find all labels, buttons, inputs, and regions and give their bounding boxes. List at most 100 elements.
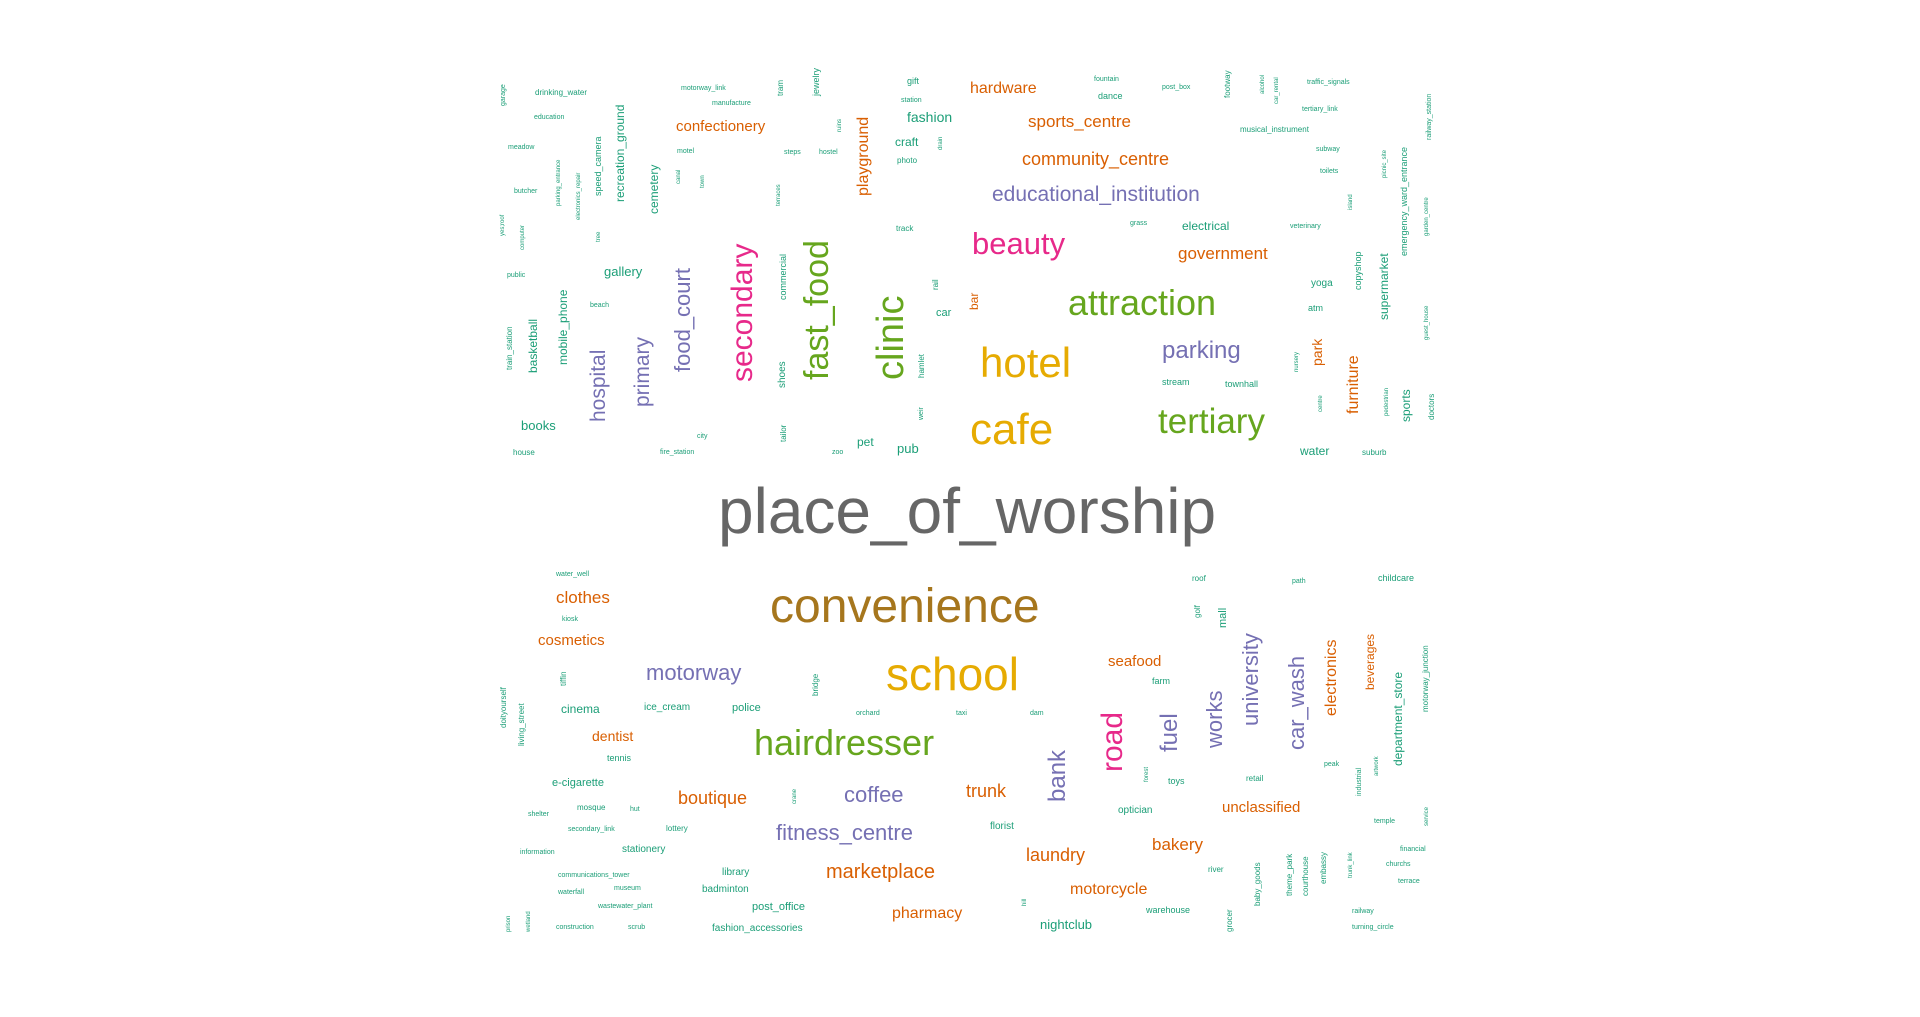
word: craft bbox=[895, 135, 919, 149]
word: attraction bbox=[1068, 282, 1217, 323]
word: government bbox=[1178, 244, 1268, 263]
word: track bbox=[896, 224, 914, 233]
word: tertiary_link bbox=[1302, 106, 1338, 113]
word: ice_cream bbox=[644, 702, 691, 713]
word: trunk bbox=[966, 781, 1007, 801]
word: educational_institution bbox=[992, 183, 1200, 206]
word: parking bbox=[1162, 337, 1241, 364]
word: courthouse bbox=[1301, 856, 1310, 896]
word: weir bbox=[918, 407, 925, 420]
word: clothes bbox=[556, 588, 610, 607]
word: tram bbox=[776, 80, 785, 96]
word: picnic_site bbox=[1382, 149, 1388, 178]
word: doctors bbox=[1427, 393, 1436, 420]
word: crane bbox=[792, 788, 798, 804]
word: theme_park bbox=[1285, 853, 1294, 896]
word: yoga bbox=[1311, 278, 1333, 289]
word: financial bbox=[1400, 846, 1426, 853]
word: steps bbox=[784, 149, 801, 156]
word: town bbox=[700, 175, 706, 188]
word: kiosk bbox=[562, 616, 578, 623]
word: house bbox=[513, 448, 535, 457]
word: train_station bbox=[505, 326, 514, 370]
word: butcher bbox=[514, 188, 538, 195]
word: suburb bbox=[1362, 448, 1387, 457]
word: shoes bbox=[777, 361, 788, 388]
word: motorway_junction bbox=[1421, 645, 1430, 712]
word: canal bbox=[676, 169, 682, 184]
word: living_street bbox=[517, 703, 526, 746]
word: mobile_phone bbox=[556, 289, 570, 365]
word: farm bbox=[1152, 676, 1170, 686]
word: electrical bbox=[1182, 219, 1230, 233]
word: construction bbox=[556, 924, 594, 931]
word: fitness_centre bbox=[776, 820, 913, 845]
word: tiffin bbox=[559, 671, 568, 686]
word: cafe bbox=[970, 405, 1054, 454]
word: boutique bbox=[678, 788, 748, 808]
word: fuel bbox=[1156, 713, 1183, 752]
word: ruins bbox=[837, 118, 843, 132]
word: police bbox=[732, 702, 761, 714]
word: information bbox=[520, 849, 555, 856]
word: orchard bbox=[856, 710, 880, 717]
word: bridge bbox=[811, 673, 820, 696]
word: terrace bbox=[1398, 878, 1420, 885]
word: books bbox=[521, 418, 556, 433]
word: education bbox=[534, 114, 565, 121]
word: drain bbox=[938, 136, 944, 150]
word: confectionery bbox=[676, 118, 766, 135]
word: toilets bbox=[1320, 168, 1339, 175]
word: retail bbox=[1246, 774, 1264, 783]
word: industrial bbox=[1356, 767, 1363, 796]
word: service bbox=[1424, 806, 1430, 826]
word: taxi bbox=[956, 710, 967, 717]
word: zoo bbox=[832, 449, 844, 456]
word: bar bbox=[967, 292, 981, 310]
word: commercial bbox=[778, 253, 788, 300]
word: pharmacy bbox=[892, 905, 963, 922]
word: car bbox=[936, 307, 952, 319]
word: garage bbox=[500, 84, 507, 106]
word: post_office bbox=[752, 901, 806, 913]
word: badminton bbox=[702, 884, 749, 895]
word: centre bbox=[1318, 395, 1324, 412]
word: veterinary bbox=[1290, 223, 1321, 230]
word: electronics bbox=[1323, 639, 1340, 716]
word: mall bbox=[1217, 607, 1229, 628]
word: sports bbox=[1399, 389, 1413, 422]
word: playground bbox=[855, 116, 872, 196]
word: meadow bbox=[508, 144, 535, 151]
word: garden_centre bbox=[1424, 197, 1430, 236]
word: unclassified bbox=[1222, 799, 1301, 816]
word: hairdresser bbox=[754, 722, 935, 763]
word: computer bbox=[520, 224, 526, 250]
word: hardware bbox=[970, 80, 1037, 97]
word: dance bbox=[1098, 91, 1123, 101]
word: coffee bbox=[844, 782, 904, 807]
word: prison bbox=[506, 915, 512, 932]
word: museum bbox=[614, 885, 641, 892]
word: shelter bbox=[528, 811, 550, 818]
word: wastewater_plant bbox=[598, 903, 653, 910]
word: townhall bbox=[1225, 379, 1259, 389]
word: waterfall bbox=[558, 889, 585, 896]
word: works bbox=[1202, 690, 1227, 748]
word: terraces bbox=[776, 184, 782, 206]
word: doityourself bbox=[499, 687, 508, 728]
word: car_rental bbox=[1274, 77, 1280, 104]
word: gallery bbox=[604, 264, 643, 279]
word: primary bbox=[631, 336, 654, 407]
word: pub bbox=[897, 441, 919, 456]
word: bakery bbox=[1152, 835, 1204, 854]
word: supermarket bbox=[1377, 253, 1391, 320]
word: cosmetics bbox=[538, 632, 605, 649]
word: footway bbox=[1223, 70, 1232, 98]
word: communications_tower bbox=[558, 872, 630, 879]
word: laundry bbox=[1026, 845, 1086, 865]
word: roof bbox=[1192, 574, 1206, 583]
word: florist bbox=[990, 821, 1014, 832]
word: copyshop bbox=[1353, 251, 1363, 290]
word: cinema bbox=[561, 702, 600, 716]
word: fountain bbox=[1094, 76, 1119, 83]
